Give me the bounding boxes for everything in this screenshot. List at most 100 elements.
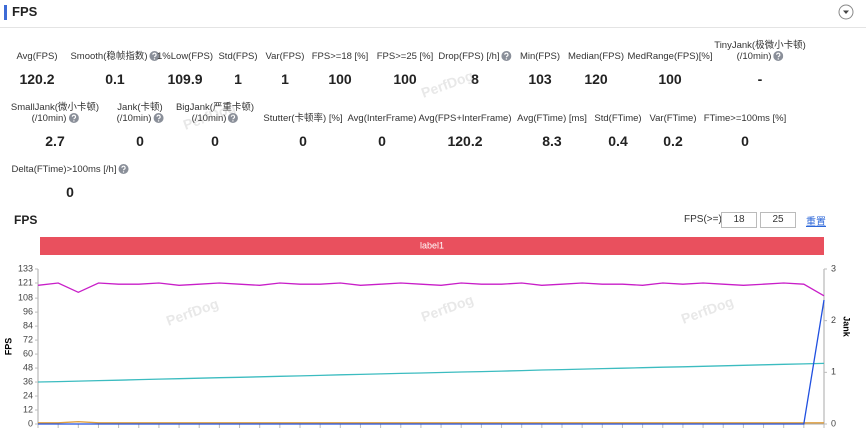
metric-value: 0: [66, 184, 74, 200]
metric-value: 1: [281, 71, 289, 87]
metric-label-text: Std(FPS): [218, 51, 258, 62]
metric-label-text: BigJank(严重卡顿): [175, 102, 255, 113]
metric-label: FPS>=18 [%]: [312, 51, 369, 62]
metric-value: 0.1: [105, 71, 125, 87]
threshold-input[interactable]: 25: [760, 212, 796, 228]
metric-label-text: FPS>=18 [%]: [311, 51, 369, 62]
metric: Delta(FTime)>100ms [/h] 0: [11, 164, 129, 200]
metric-label-text: FTime>=100ms [%]: [703, 113, 787, 124]
metric-value: 0.4: [608, 133, 628, 149]
fps-chart: FPSlabel1012243648607284961081211330123F…: [3, 213, 852, 428]
metric-label: Var(FTime): [650, 113, 697, 124]
metric: Avg(FPS) 120.2: [16, 51, 57, 87]
threshold-label: FPS(>=): [684, 214, 722, 225]
label-band: [40, 237, 824, 255]
metric-label-text: Std(FTime): [594, 113, 642, 124]
y-tick-label: 36: [23, 376, 33, 386]
help-icon[interactable]: [68, 113, 79, 123]
metric: Avg(FTime) [ms] 8.3: [517, 113, 587, 149]
help-icon[interactable]: [773, 51, 784, 61]
metric-label: Smooth(稳帧指数): [70, 51, 160, 62]
metric-label: Stutter(卡顿率) [%]: [263, 113, 342, 124]
y-tick-label: 60: [23, 348, 33, 358]
metric-label-text: Drop(FPS) [/h]: [438, 51, 500, 62]
y-tick-label: 108: [18, 293, 33, 303]
y2-axis-label: Jank: [842, 316, 852, 338]
metric-label-text: Stutter(卡顿率) [%]: [263, 113, 343, 124]
threshold-input[interactable]: 18: [721, 212, 757, 228]
y-tick-label: 121: [18, 277, 33, 287]
y-tick-label: 24: [23, 390, 33, 400]
metric-label-text: Var(FPS): [265, 51, 305, 62]
metric: Smooth(稳帧指数) 0.1: [70, 51, 160, 87]
help-icon[interactable]: [118, 164, 129, 174]
metric-label-text: SmallJank(微小卡顿): [10, 102, 100, 113]
metric: Jank(卡顿) (/10min) 0: [117, 102, 164, 149]
metric-label: Drop(FPS) [/h]: [438, 51, 512, 62]
metric-label: Avg(FPS): [16, 51, 57, 62]
panel-title: FPS: [12, 4, 38, 19]
metric-value: 0: [299, 133, 307, 149]
metric-value: 0.2: [663, 133, 683, 149]
y-tick-label: 48: [23, 362, 33, 372]
help-icon[interactable]: [153, 113, 164, 123]
metric-label-text: FPS>=25 [%]: [376, 51, 434, 62]
metric-label: Avg(InterFrame): [348, 113, 417, 124]
metric-value: 120.2: [19, 71, 55, 87]
metric-label: (/10min): [11, 113, 99, 124]
metric: TinyJank(极微小卡顿) (/10min) -: [714, 40, 806, 87]
help-icon[interactable]: [149, 51, 160, 61]
metric-value: 120.2: [447, 133, 483, 149]
panel-header: FPS: [0, 0, 866, 28]
metric-label-text: TinyJank(极微小卡顿): [714, 40, 806, 51]
metric-value: 0: [136, 133, 144, 149]
series-line: [37, 362, 825, 383]
metric-label-text: (/10min): [191, 113, 227, 124]
metric: Avg(InterFrame) 0: [348, 113, 417, 149]
metric-value: 0: [211, 133, 219, 149]
metric-label: (/10min): [117, 113, 164, 124]
metric-label: BigJank(严重卡顿): [176, 102, 254, 113]
metric-label-text: Avg(FTime) [ms]: [517, 113, 587, 124]
metric-label: Min(FPS): [520, 51, 560, 62]
metric-label-text: Smooth(稳帧指数): [70, 51, 148, 62]
y-tick-label: 72: [23, 334, 33, 344]
metric: FTime>=100ms [%] 0: [704, 113, 787, 149]
metric-label-text: Median(FPS): [568, 51, 624, 62]
metric-label: FPS>=25 [%]: [377, 51, 434, 62]
help-icon[interactable]: [501, 51, 512, 61]
metric-label-text: Delta(FTime)>100ms [/h]: [11, 164, 117, 175]
metric: Stutter(卡顿率) [%] 0: [263, 113, 342, 149]
metric: MedRange(FPS)[%] 100: [627, 51, 713, 87]
y2-tick-label: 1: [831, 367, 836, 377]
metric-label-text: MedRange(FPS)[%]: [627, 51, 713, 62]
metric: FPS>=25 [%] 100: [377, 51, 434, 87]
metric-label-text: (/10min): [31, 113, 67, 124]
y2-tick-label: 2: [831, 315, 836, 325]
metric: Std(FTime) 0.4: [594, 113, 642, 149]
metric-label-text: (/10min): [736, 51, 772, 62]
metric-label: SmallJank(微小卡顿): [11, 102, 99, 113]
metric: Var(FTime) 0.2: [650, 113, 697, 149]
metric-label: Var(FPS): [266, 51, 305, 62]
watermark: PerfDog: [418, 67, 476, 101]
metric-label: TinyJank(极微小卡顿): [714, 40, 806, 51]
header-accent: [4, 5, 7, 20]
y-tick-label: 0: [28, 418, 33, 428]
series-line: [37, 282, 825, 297]
metric-label: Avg(FTime) [ms]: [517, 113, 587, 124]
metric: Drop(FPS) [/h] 8: [438, 51, 512, 87]
reset-link[interactable]: 重置: [806, 217, 826, 228]
metric-value: 2.7: [45, 133, 65, 149]
metric-value: 0: [741, 133, 749, 149]
metric-label-text: Avg(FPS+InterFrame): [418, 113, 512, 124]
metric-value: 120: [584, 71, 608, 87]
metric-label: Jank(卡顿): [117, 102, 164, 113]
y-tick-label: 12: [23, 404, 33, 414]
metric: FPS>=18 [%] 100: [312, 51, 369, 87]
help-icon[interactable]: [228, 113, 239, 123]
metric: Median(FPS) 120: [568, 51, 624, 87]
collapse-button[interactable]: [838, 4, 854, 20]
metric-label: FTime>=100ms [%]: [704, 113, 787, 124]
